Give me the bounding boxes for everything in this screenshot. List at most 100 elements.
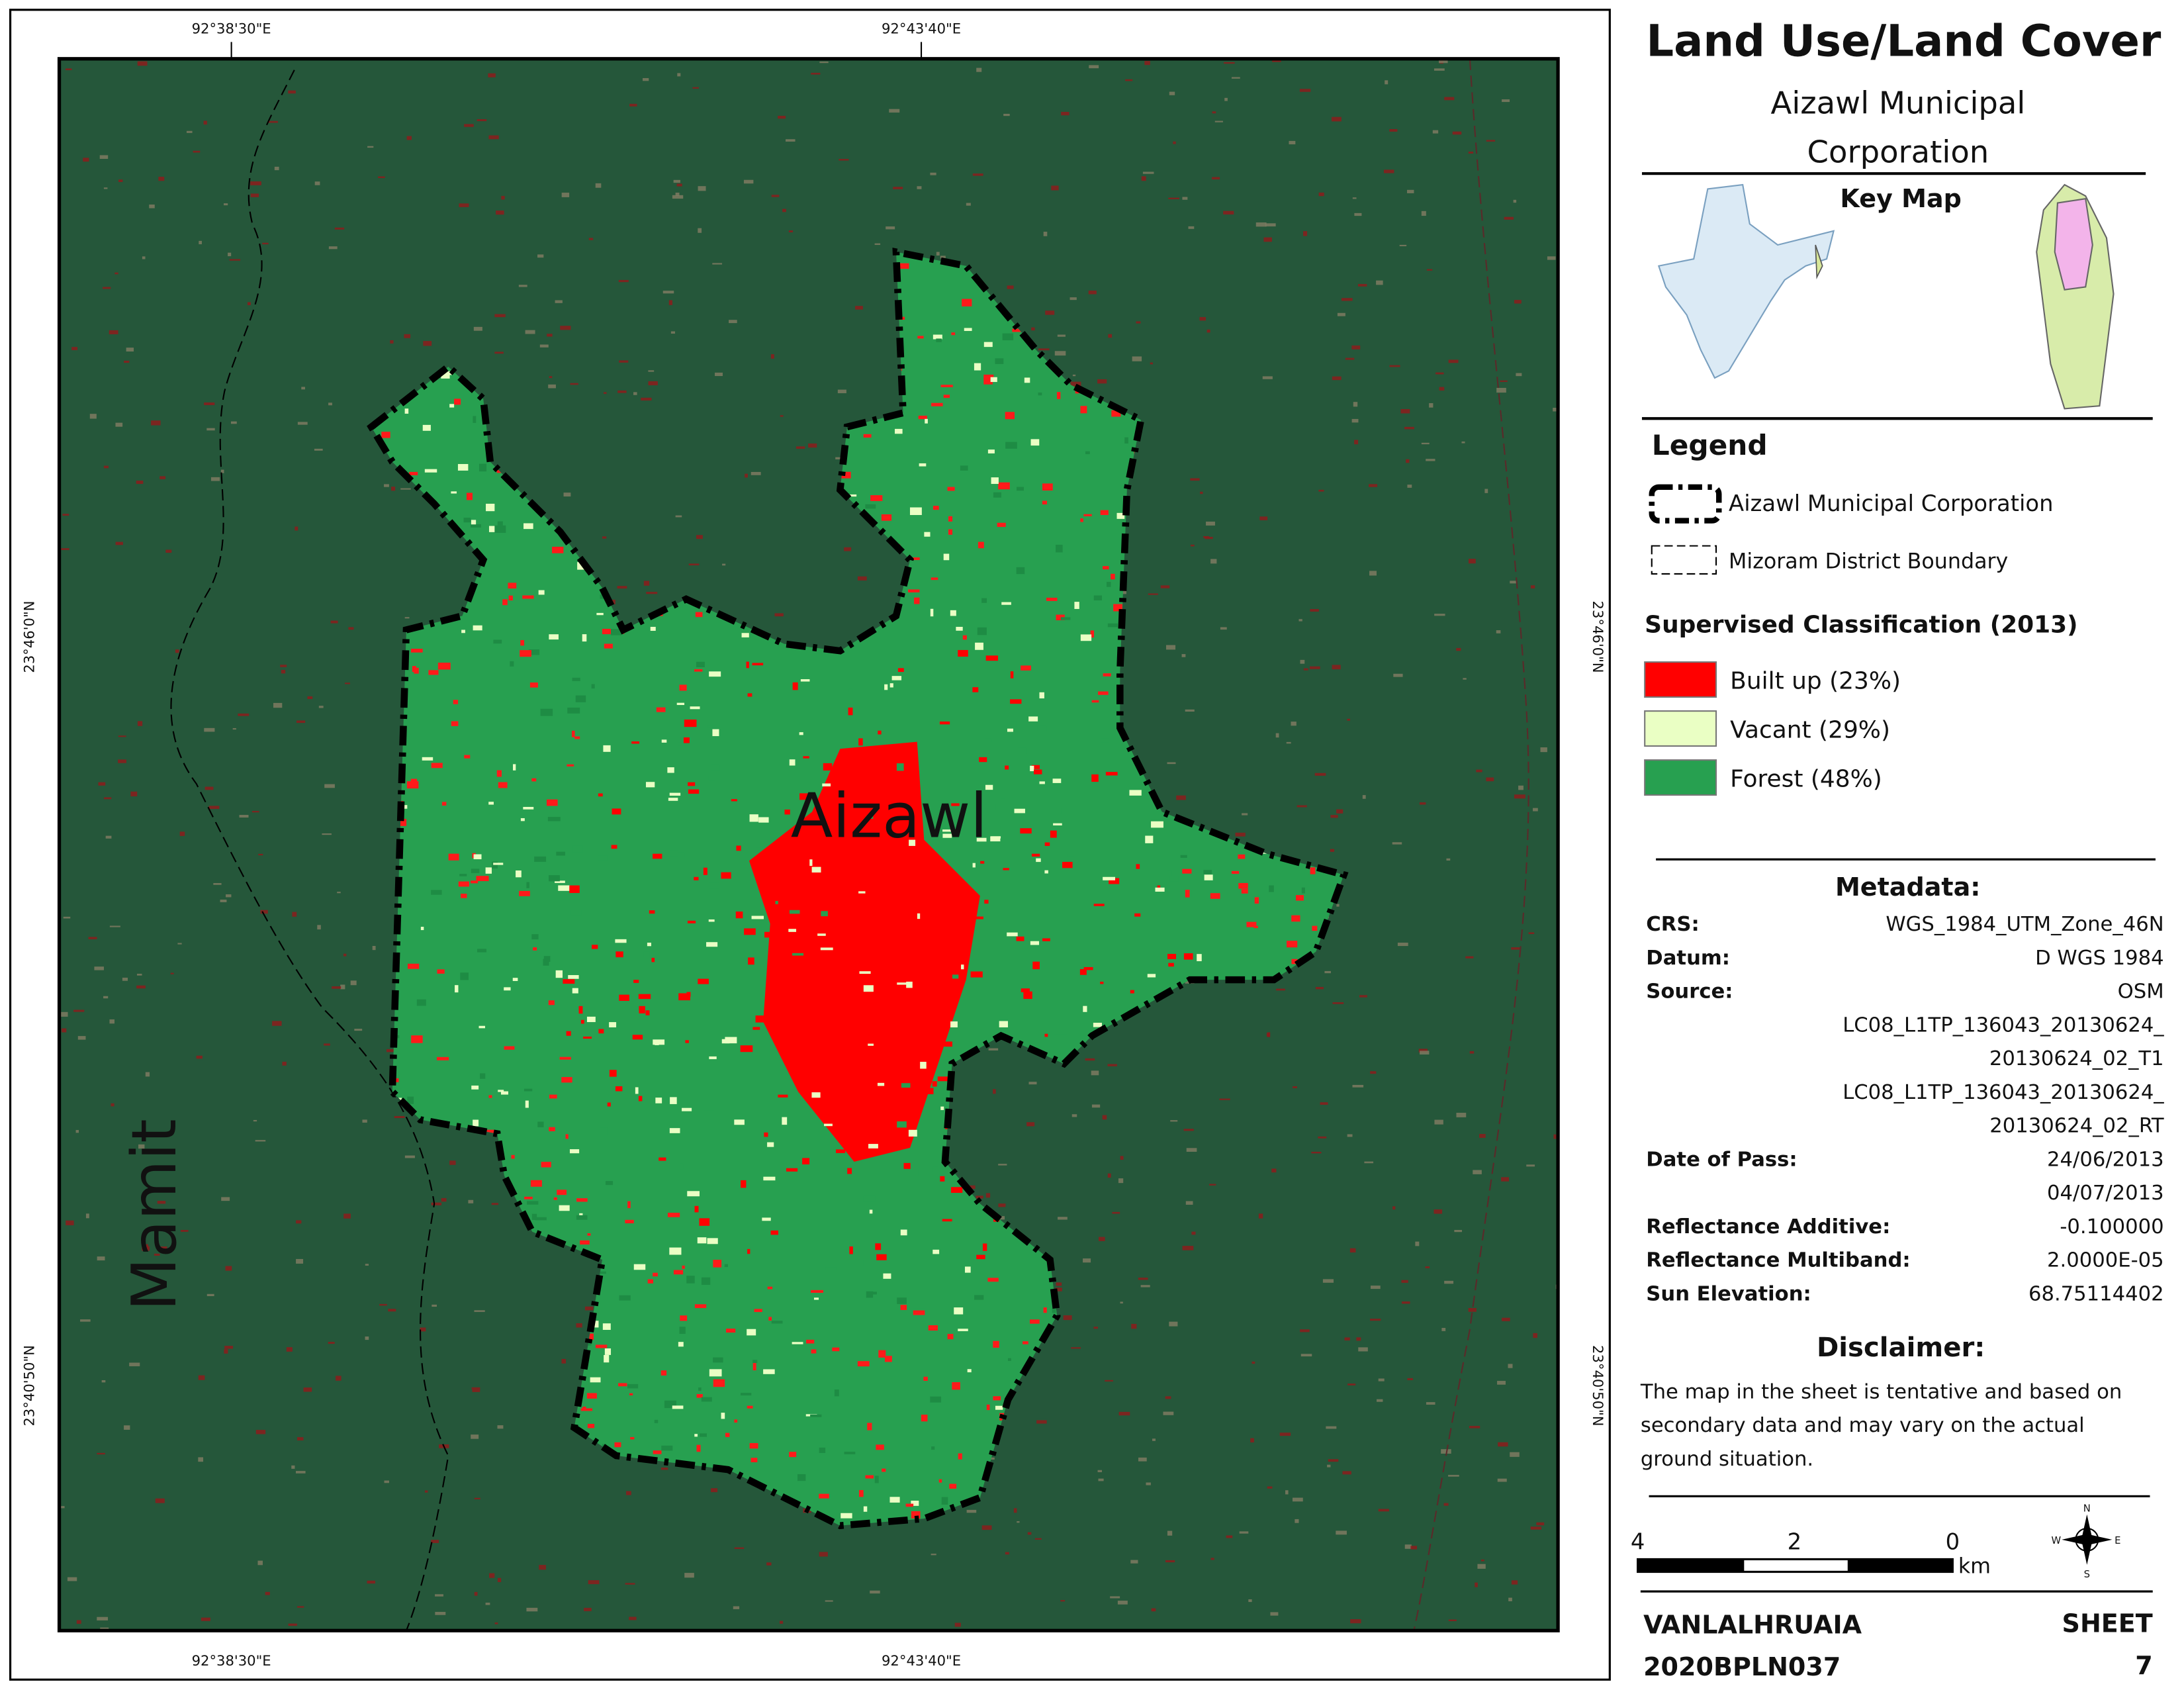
texture-speck [497, 1425, 504, 1429]
texture-speck [220, 469, 224, 473]
texture-speck [1530, 1526, 1542, 1530]
class-speck [1147, 974, 1156, 978]
texture-speck [199, 240, 202, 244]
class-speck [876, 1254, 887, 1260]
class-speck [694, 669, 703, 672]
class-speck [876, 970, 884, 975]
texture-speck [384, 1480, 389, 1483]
texture-speck [1513, 199, 1517, 203]
texture-speck [1300, 1354, 1312, 1357]
class-speck [580, 1019, 584, 1024]
texture-speck [61, 548, 69, 550]
texture-speck [618, 279, 629, 283]
class-speck [701, 1277, 711, 1285]
texture-speck [1276, 988, 1285, 991]
class-speck [497, 521, 503, 526]
class-speck [1007, 728, 1013, 732]
texture-speck [489, 1573, 495, 1578]
texture-speck [1426, 1402, 1435, 1405]
texture-speck [390, 340, 394, 344]
class-speck [1116, 512, 1125, 519]
texture-speck [101, 1380, 106, 1383]
texture-speck [688, 563, 700, 566]
class-speck [587, 1233, 591, 1236]
texture-speck [734, 1547, 745, 1549]
texture-speck [136, 985, 146, 989]
texture-speck [1383, 169, 1394, 173]
texture-speck [1511, 947, 1520, 950]
texture-speck [998, 1203, 1006, 1207]
class-speck [839, 796, 846, 804]
texture-speck [1469, 1426, 1480, 1429]
texture-speck [1318, 489, 1324, 492]
texture-speck [1347, 1134, 1353, 1137]
texture-speck [1473, 1170, 1482, 1174]
texture-speck [286, 1347, 293, 1352]
class-speck [1021, 665, 1031, 671]
texture-speck [1443, 1503, 1449, 1506]
class-speck [1007, 932, 1018, 937]
class-speck [1145, 835, 1154, 843]
class-speck [896, 763, 904, 771]
class-speck [437, 1056, 449, 1060]
class-speck [823, 763, 833, 771]
class-speck [789, 1452, 797, 1458]
class-speck [590, 1377, 601, 1383]
texture-speck [1208, 1184, 1216, 1186]
class-speck [486, 503, 495, 512]
class-speck [979, 757, 987, 763]
texture-speck [643, 581, 650, 586]
class-speck [775, 901, 778, 904]
class-speck [1046, 597, 1058, 601]
texture-speck [420, 1327, 426, 1332]
class-speck [572, 988, 578, 994]
texture-speck [1097, 379, 1107, 384]
texture-speck [966, 203, 971, 206]
class-speck [764, 931, 772, 938]
latitude-label: 23°46'0"N [21, 601, 37, 673]
texture-speck [673, 179, 680, 183]
class-speck [909, 892, 915, 899]
class-speck [549, 875, 560, 882]
class-speck [863, 1196, 876, 1202]
class-speck [685, 1040, 689, 1043]
texture-speck [1165, 645, 1176, 650]
class-speck [494, 525, 506, 533]
texture-speck [322, 833, 332, 835]
texture-speck [99, 155, 109, 160]
texture-speck [1508, 1597, 1512, 1601]
class-speck [990, 377, 997, 383]
texture-speck [1332, 376, 1342, 381]
texture-speck [1318, 192, 1324, 197]
texture-speck [985, 1193, 991, 1198]
texture-speck [365, 1336, 369, 1340]
subtitle: Corporation [1807, 134, 1989, 169]
texture-speck [930, 172, 936, 175]
class-speck [991, 836, 1001, 839]
texture-speck [1055, 1288, 1062, 1291]
texture-speck [473, 326, 482, 331]
texture-speck [337, 892, 341, 894]
class-speck [1032, 961, 1040, 970]
texture-speck [343, 953, 347, 957]
class-speck [911, 1501, 919, 1506]
class-speck [981, 598, 987, 603]
class-speck [918, 415, 927, 420]
class-speck [651, 957, 655, 962]
class-speck [599, 1127, 608, 1135]
texture-speck [1031, 327, 1035, 331]
class-speck [863, 985, 874, 992]
class-speck [985, 784, 993, 790]
class-speck [752, 1360, 758, 1364]
metadata-key: Date of Pass: [1646, 1148, 1797, 1171]
class-speck [653, 1039, 665, 1045]
texture-speck [936, 252, 940, 256]
texture-speck [1267, 1486, 1273, 1489]
texture-speck [1497, 1381, 1506, 1385]
texture-speck [250, 181, 261, 185]
class-speck [604, 643, 613, 649]
texture-speck [59, 1506, 65, 1509]
texture-speck [711, 1488, 718, 1493]
class-speck [773, 1006, 786, 1014]
texture-speck [165, 549, 172, 553]
